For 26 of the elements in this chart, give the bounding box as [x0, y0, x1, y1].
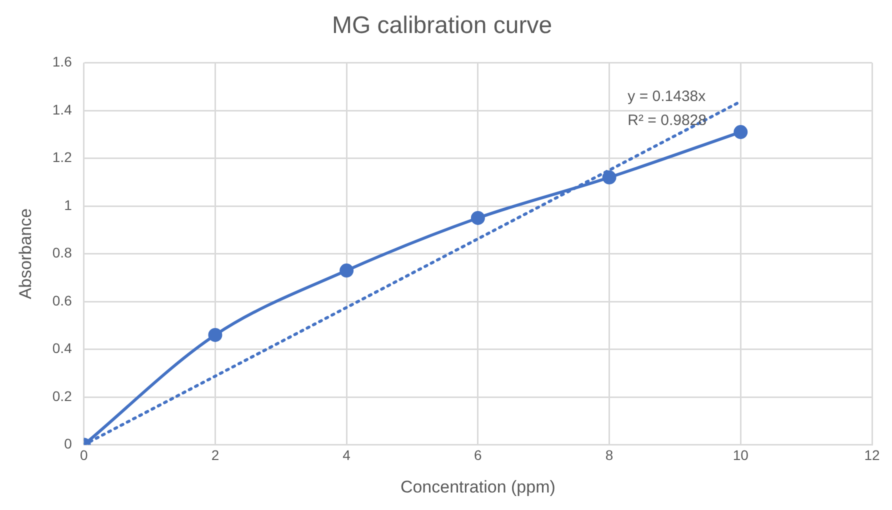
point [734, 125, 748, 140]
y-tick-label: 1 [64, 196, 72, 213]
point [602, 170, 616, 184]
x-tick-label: 0 [80, 447, 88, 464]
chart-title: MG calibration curve [332, 12, 552, 40]
y-tick-label: 0.4 [52, 340, 72, 356]
y-tick-label: 0.8 [52, 244, 72, 261]
x-tick-label: 2 [211, 447, 220, 464]
point [340, 264, 354, 278]
y-axis-title: Absorbance [16, 208, 35, 300]
x-tick-label: 10 [732, 447, 749, 464]
y-tick-label: 0.6 [52, 292, 72, 308]
y-tick-label: 1.2 [52, 149, 72, 166]
y-tick-label: 0 [64, 436, 72, 452]
annotation: R² = 0.9828 [628, 112, 706, 129]
point [208, 328, 222, 342]
x-axis-title: Concentration (ppm) [400, 477, 556, 496]
x-tick-label: 6 [474, 447, 482, 464]
y-tick-label: 1.4 [52, 101, 72, 118]
annotation: y = 0.1438x [628, 88, 706, 105]
x-tick-label: 8 [605, 447, 614, 464]
x-tick-label: 4 [342, 447, 351, 464]
y-tick-label: 1.6 [52, 54, 72, 70]
x-tick-label: 12 [864, 447, 880, 464]
y-tick-label: 0.2 [52, 388, 72, 404]
point [470, 210, 485, 225]
